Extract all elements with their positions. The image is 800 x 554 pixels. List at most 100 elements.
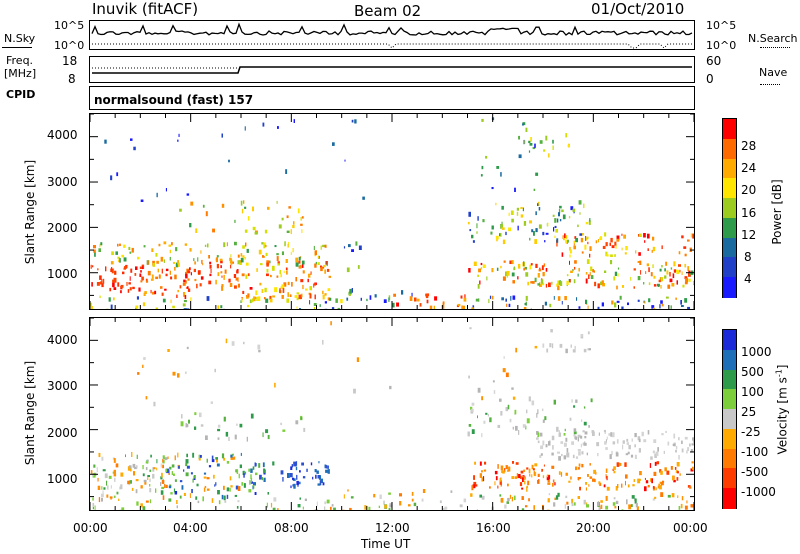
power-cell	[495, 202, 497, 206]
velocity-cell	[226, 487, 230, 492]
power-cbar-tick-24: 24	[741, 161, 757, 175]
xtick-0000: 00:00	[73, 521, 108, 535]
velocity-cell	[142, 364, 144, 368]
power-cell	[295, 262, 299, 267]
velocity-cell	[503, 356, 505, 359]
power-cell	[411, 292, 413, 298]
velocity-cell	[444, 506, 448, 510]
power-cell	[209, 265, 212, 269]
power-cell	[185, 273, 188, 279]
velocity-cell	[250, 468, 253, 473]
velocity-cell	[324, 506, 326, 511]
velocity-cell	[127, 480, 130, 485]
velocity-cell	[537, 432, 540, 438]
power-cell	[366, 298, 368, 302]
velocity-cell	[106, 480, 108, 486]
velocity-cell	[692, 466, 694, 470]
velocity-cell	[161, 479, 165, 484]
nsearch-label: N.Search	[748, 32, 798, 45]
power-panel	[89, 113, 695, 314]
power-cbar-tick-28: 28	[741, 139, 757, 153]
velocity-cell	[316, 501, 318, 507]
power-cell	[442, 301, 445, 305]
velocity-cell	[528, 498, 530, 502]
velocity-cell	[541, 408, 544, 412]
power-cell	[128, 246, 131, 250]
power-cell	[523, 261, 525, 267]
velocity-cell	[500, 497, 504, 503]
velocity-cell	[324, 501, 327, 505]
velocity-cell	[615, 500, 619, 504]
power-cell	[160, 256, 164, 262]
velocity-cell	[221, 453, 225, 459]
nsearch-legend-line	[760, 47, 790, 48]
velocity-cell	[110, 485, 112, 489]
power-cell	[204, 244, 207, 247]
velocity-cell	[241, 482, 244, 486]
velocity-cell	[600, 504, 603, 509]
power-cell	[425, 296, 429, 299]
power-cell	[530, 281, 534, 284]
velocity-cell	[216, 463, 220, 467]
power-cell	[541, 282, 545, 286]
power-cell	[567, 144, 570, 147]
power-cell	[540, 279, 544, 284]
velocity-cell	[507, 469, 509, 472]
power-cell	[542, 231, 545, 236]
velocity-cell	[250, 477, 253, 483]
power-cell	[265, 252, 268, 256]
power-cell	[321, 266, 325, 269]
power-cell	[578, 200, 582, 205]
power-cell	[298, 294, 302, 300]
power-cell	[233, 274, 237, 278]
power-cell	[154, 290, 157, 295]
power-cell	[648, 282, 651, 286]
power-cell	[116, 172, 119, 177]
power-cell	[165, 273, 168, 277]
velocity-cell	[168, 485, 172, 489]
velocity-cell	[249, 480, 251, 485]
velocity-cell	[580, 443, 582, 448]
power-cell	[177, 260, 179, 265]
velocity-cell	[92, 503, 95, 507]
power-cell	[176, 294, 178, 298]
power-cell	[621, 247, 623, 251]
power-cell	[604, 232, 607, 237]
velocity-cell	[645, 480, 649, 484]
power-cell	[140, 199, 144, 202]
power-cell	[506, 303, 508, 307]
velocity-cell	[266, 502, 268, 508]
velocity-cell	[687, 447, 690, 452]
power-cell	[651, 249, 653, 253]
power-cell	[564, 233, 566, 238]
power-cell	[288, 206, 291, 209]
power-cell	[644, 240, 646, 243]
power-cell	[599, 236, 603, 241]
power-cell	[506, 270, 510, 276]
velocity-cell	[558, 430, 560, 433]
power-cell	[308, 273, 311, 278]
power-cell	[170, 299, 172, 304]
velocity-cell	[681, 448, 684, 453]
power-cell	[196, 283, 198, 289]
power-cell	[249, 299, 252, 304]
power-cell	[224, 269, 227, 274]
velocity-cell	[509, 494, 512, 499]
power-cell	[169, 270, 171, 275]
velocity-cell	[128, 465, 132, 469]
velocity-cell	[383, 500, 385, 505]
power-cell	[611, 245, 615, 249]
velocity-cell	[101, 486, 103, 490]
power-cell	[294, 295, 298, 298]
velocity-cell	[173, 488, 175, 493]
power-cell	[537, 203, 539, 206]
velocity-cell	[373, 493, 376, 498]
velocity-cell	[691, 443, 695, 446]
velocity-cell	[605, 474, 607, 479]
velocity-cell	[561, 453, 563, 457]
velocity-cell	[666, 470, 670, 475]
power-cell	[277, 126, 279, 129]
velocity-cell	[314, 469, 317, 473]
velocity-cell	[255, 472, 258, 476]
power-cell	[315, 261, 317, 265]
